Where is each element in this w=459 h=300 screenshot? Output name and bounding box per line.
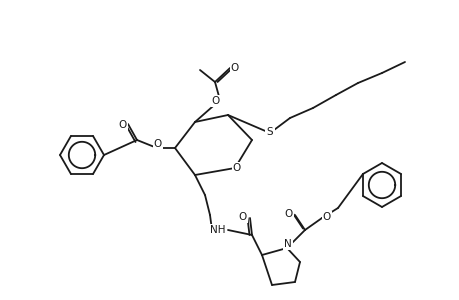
- Text: NH: NH: [210, 225, 225, 235]
- Text: O: O: [154, 139, 162, 149]
- Text: S: S: [266, 127, 273, 137]
- Text: O: O: [212, 96, 220, 106]
- Text: O: O: [238, 212, 246, 222]
- Text: O: O: [232, 163, 241, 173]
- Text: O: O: [118, 120, 127, 130]
- Text: O: O: [230, 63, 239, 73]
- Text: O: O: [284, 209, 292, 219]
- Text: N: N: [284, 239, 291, 249]
- Text: O: O: [322, 212, 330, 222]
